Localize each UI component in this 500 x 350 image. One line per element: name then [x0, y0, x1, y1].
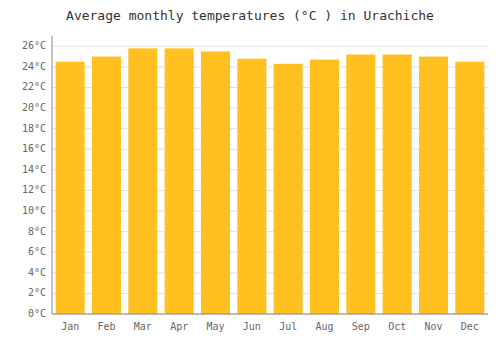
y-tick-label: 6°C — [28, 246, 46, 257]
y-tick-label: 8°C — [28, 226, 46, 237]
y-tick-label: 2°C — [28, 287, 46, 298]
bar — [346, 55, 375, 314]
grid — [52, 46, 488, 314]
x-tick-label: Jul — [279, 321, 297, 332]
bar — [128, 48, 157, 314]
y-tick-label: 26°C — [22, 40, 46, 51]
grid-line — [52, 46, 488, 47]
x-tick-labels: Jan Feb Mar Apr May Jun Jul Aug Sep Oct Nov Dec — [61, 321, 479, 332]
x-axis-line — [52, 314, 488, 315]
bar — [419, 57, 448, 314]
y-tick-labels: 0°C 2°C 4°C 6°C 8°C 10°C 12°C 14°C 16°C 18°C 20°C 2… — [22, 40, 46, 319]
x-tick-label: Apr — [170, 321, 188, 332]
y-tick-label: 4°C — [28, 267, 46, 278]
bar — [201, 51, 230, 314]
y-tick-label: 18°C — [22, 123, 46, 134]
x-tick-label: Jun — [243, 321, 261, 332]
x-tick-label: Mar — [134, 321, 152, 332]
chart-container: Average monthly temperatures (°C ) in Ur… — [0, 0, 500, 350]
chart: Average monthly temperatures (°C ) in Ur… — [0, 0, 500, 350]
y-tick-label: 0°C — [28, 308, 46, 319]
y-tick-label: 10°C — [22, 205, 46, 216]
x-tick-label: Sep — [352, 321, 370, 332]
bar — [455, 62, 484, 314]
x-tick-label: Oct — [388, 321, 406, 332]
y-tick-label: 16°C — [22, 143, 46, 154]
bar — [310, 60, 339, 314]
y-tick-label: 12°C — [22, 184, 46, 195]
x-tick-label: Nov — [424, 321, 442, 332]
title: Average monthly temperatures (°C ) in Ur… — [66, 8, 434, 23]
bar — [165, 48, 194, 314]
x-tick-label: Dec — [461, 321, 479, 332]
x-tick-label: Jan — [61, 321, 79, 332]
x-tick-label: Aug — [315, 321, 333, 332]
y-tick-label: 20°C — [22, 102, 46, 113]
y-tick-label: 24°C — [22, 61, 46, 72]
bar — [56, 62, 85, 314]
x-tick-label: May — [206, 321, 224, 332]
bar — [92, 57, 121, 314]
y-axis-line — [52, 36, 53, 314]
grid-line — [52, 314, 488, 315]
bar — [274, 64, 303, 314]
bar — [237, 59, 266, 314]
bar — [383, 55, 412, 314]
y-tick-label: 22°C — [22, 81, 46, 92]
x-tick-label: Feb — [97, 321, 115, 332]
bars — [56, 48, 485, 314]
y-tick-label: 14°C — [22, 164, 46, 175]
